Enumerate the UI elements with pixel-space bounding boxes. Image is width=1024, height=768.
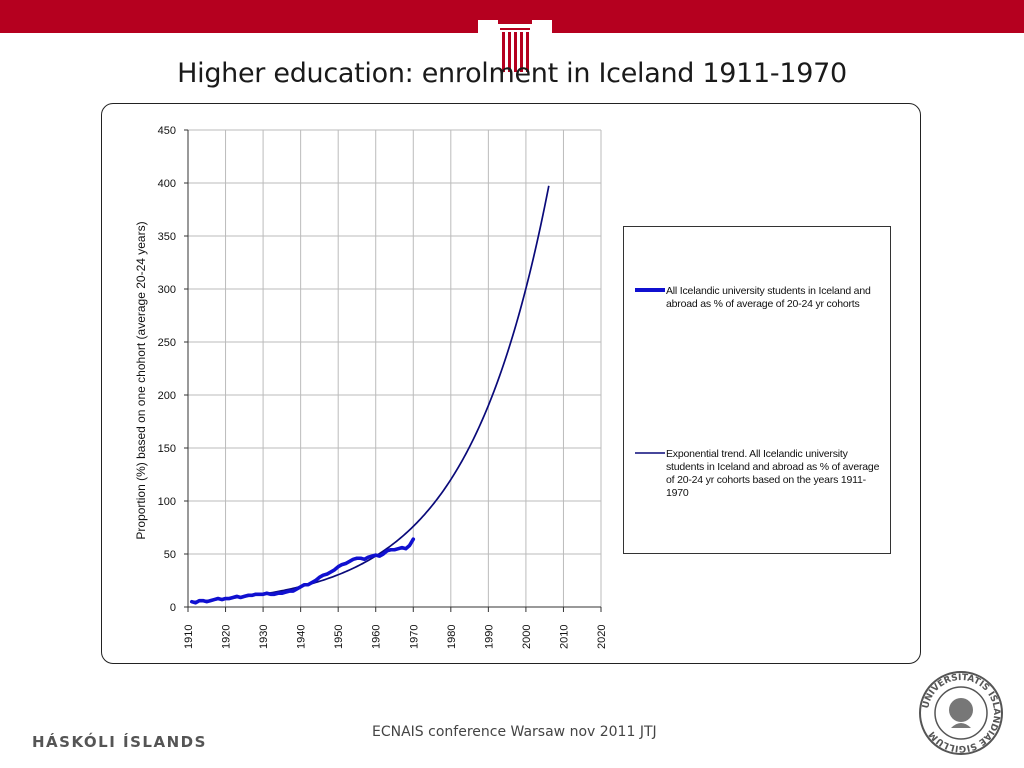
y-tick-label-300: 300 bbox=[158, 284, 176, 296]
x-tick-label-1980: 1980 bbox=[446, 625, 458, 649]
y-tick-label-350: 350 bbox=[158, 231, 176, 243]
y-tick-label-50: 50 bbox=[164, 549, 176, 561]
x-tick-label-1940: 1940 bbox=[296, 625, 308, 649]
university-seal-icon: UNIVERSITATIS ISLANDIAE SIGILLUM bbox=[919, 671, 1003, 755]
chart-legend: All Icelandic university students in Ice… bbox=[623, 226, 891, 554]
legend-label-enrolment: All Icelandic university students in Ice… bbox=[666, 285, 871, 310]
y-tick-label-450: 450 bbox=[158, 125, 176, 137]
x-tick-label-2000: 2000 bbox=[521, 625, 533, 649]
university-logo-icon bbox=[478, 20, 552, 76]
legend-swatch-trend bbox=[635, 452, 665, 454]
x-tick-label-1970: 1970 bbox=[408, 625, 420, 649]
x-tick-label-1930: 1930 bbox=[258, 625, 270, 649]
x-tick-label-1910: 1910 bbox=[183, 625, 195, 649]
footer-caption: ECNAIS conference Warsaw nov 2011 JTJ bbox=[372, 724, 657, 740]
x-tick-label-1920: 1920 bbox=[221, 625, 233, 649]
slide-title: Higher education: enrolment in Iceland 1… bbox=[177, 58, 847, 89]
x-tick-label-1950: 1950 bbox=[333, 625, 345, 649]
y-axis-label: Proportion (%) based on one chohort (ave… bbox=[134, 221, 148, 539]
y-tick-label-0: 0 bbox=[170, 602, 176, 614]
legend-label-trend: Exponential trend. All Icelandic univers… bbox=[666, 448, 880, 499]
y-tick-label-400: 400 bbox=[158, 178, 176, 190]
series-enrolment-line bbox=[189, 537, 416, 605]
legend-swatch-enrolment bbox=[635, 288, 665, 292]
y-tick-label-150: 150 bbox=[158, 443, 176, 455]
x-tick-label-1990: 1990 bbox=[483, 625, 495, 649]
series-exponential-trend-line bbox=[191, 185, 550, 603]
x-tick-label-2010: 2010 bbox=[558, 625, 570, 649]
university-name: HÁSKÓLI ÍSLANDS bbox=[32, 733, 207, 751]
y-tick-label-250: 250 bbox=[158, 337, 176, 349]
y-tick-label-200: 200 bbox=[158, 390, 176, 402]
x-tick-label-1960: 1960 bbox=[371, 625, 383, 649]
x-tick-label-2020: 2020 bbox=[596, 625, 608, 649]
y-tick-label-100: 100 bbox=[158, 496, 176, 508]
